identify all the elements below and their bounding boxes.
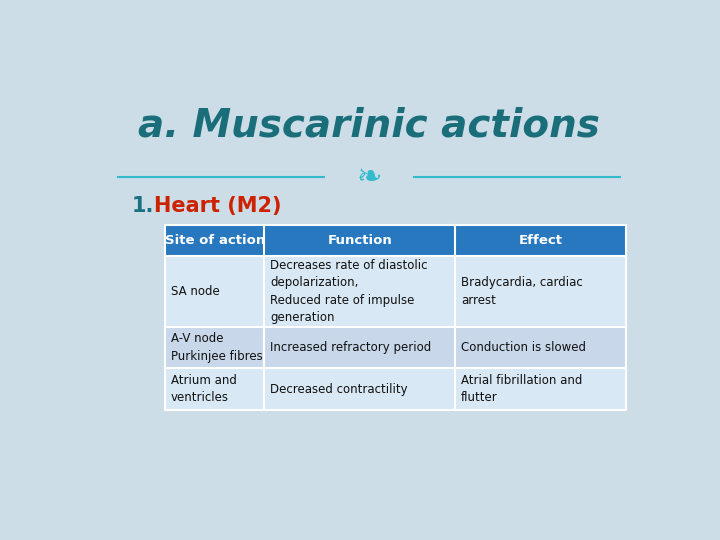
Text: Atrium and
ventricles: Atrium and ventricles	[171, 374, 237, 404]
Text: Increased refractory period: Increased refractory period	[270, 341, 431, 354]
Text: Atrial fibrillation and
flutter: Atrial fibrillation and flutter	[461, 374, 582, 404]
Text: a. Muscarinic actions: a. Muscarinic actions	[138, 106, 600, 144]
Text: Conduction is slowed: Conduction is slowed	[461, 341, 586, 354]
FancyBboxPatch shape	[166, 225, 626, 256]
Text: ❧: ❧	[356, 163, 382, 192]
Text: Effect: Effect	[518, 234, 562, 247]
Text: Site of action: Site of action	[165, 234, 265, 247]
FancyBboxPatch shape	[166, 256, 626, 327]
Text: Heart (M2): Heart (M2)	[154, 196, 282, 216]
Text: Function: Function	[328, 234, 392, 247]
Text: Decreased contractility: Decreased contractility	[270, 383, 408, 396]
FancyBboxPatch shape	[166, 327, 626, 368]
FancyBboxPatch shape	[166, 368, 626, 410]
Text: SA node: SA node	[171, 285, 220, 298]
Text: Bradycardia, cardiac
arrest: Bradycardia, cardiac arrest	[461, 276, 582, 307]
Text: 1.: 1.	[132, 196, 154, 216]
Text: Decreases rate of diastolic
depolarization,
Reduced rate of impulse
generation: Decreases rate of diastolic depolarizati…	[270, 259, 428, 324]
Text: A-V node
Purkinjee fibres: A-V node Purkinjee fibres	[171, 332, 263, 363]
